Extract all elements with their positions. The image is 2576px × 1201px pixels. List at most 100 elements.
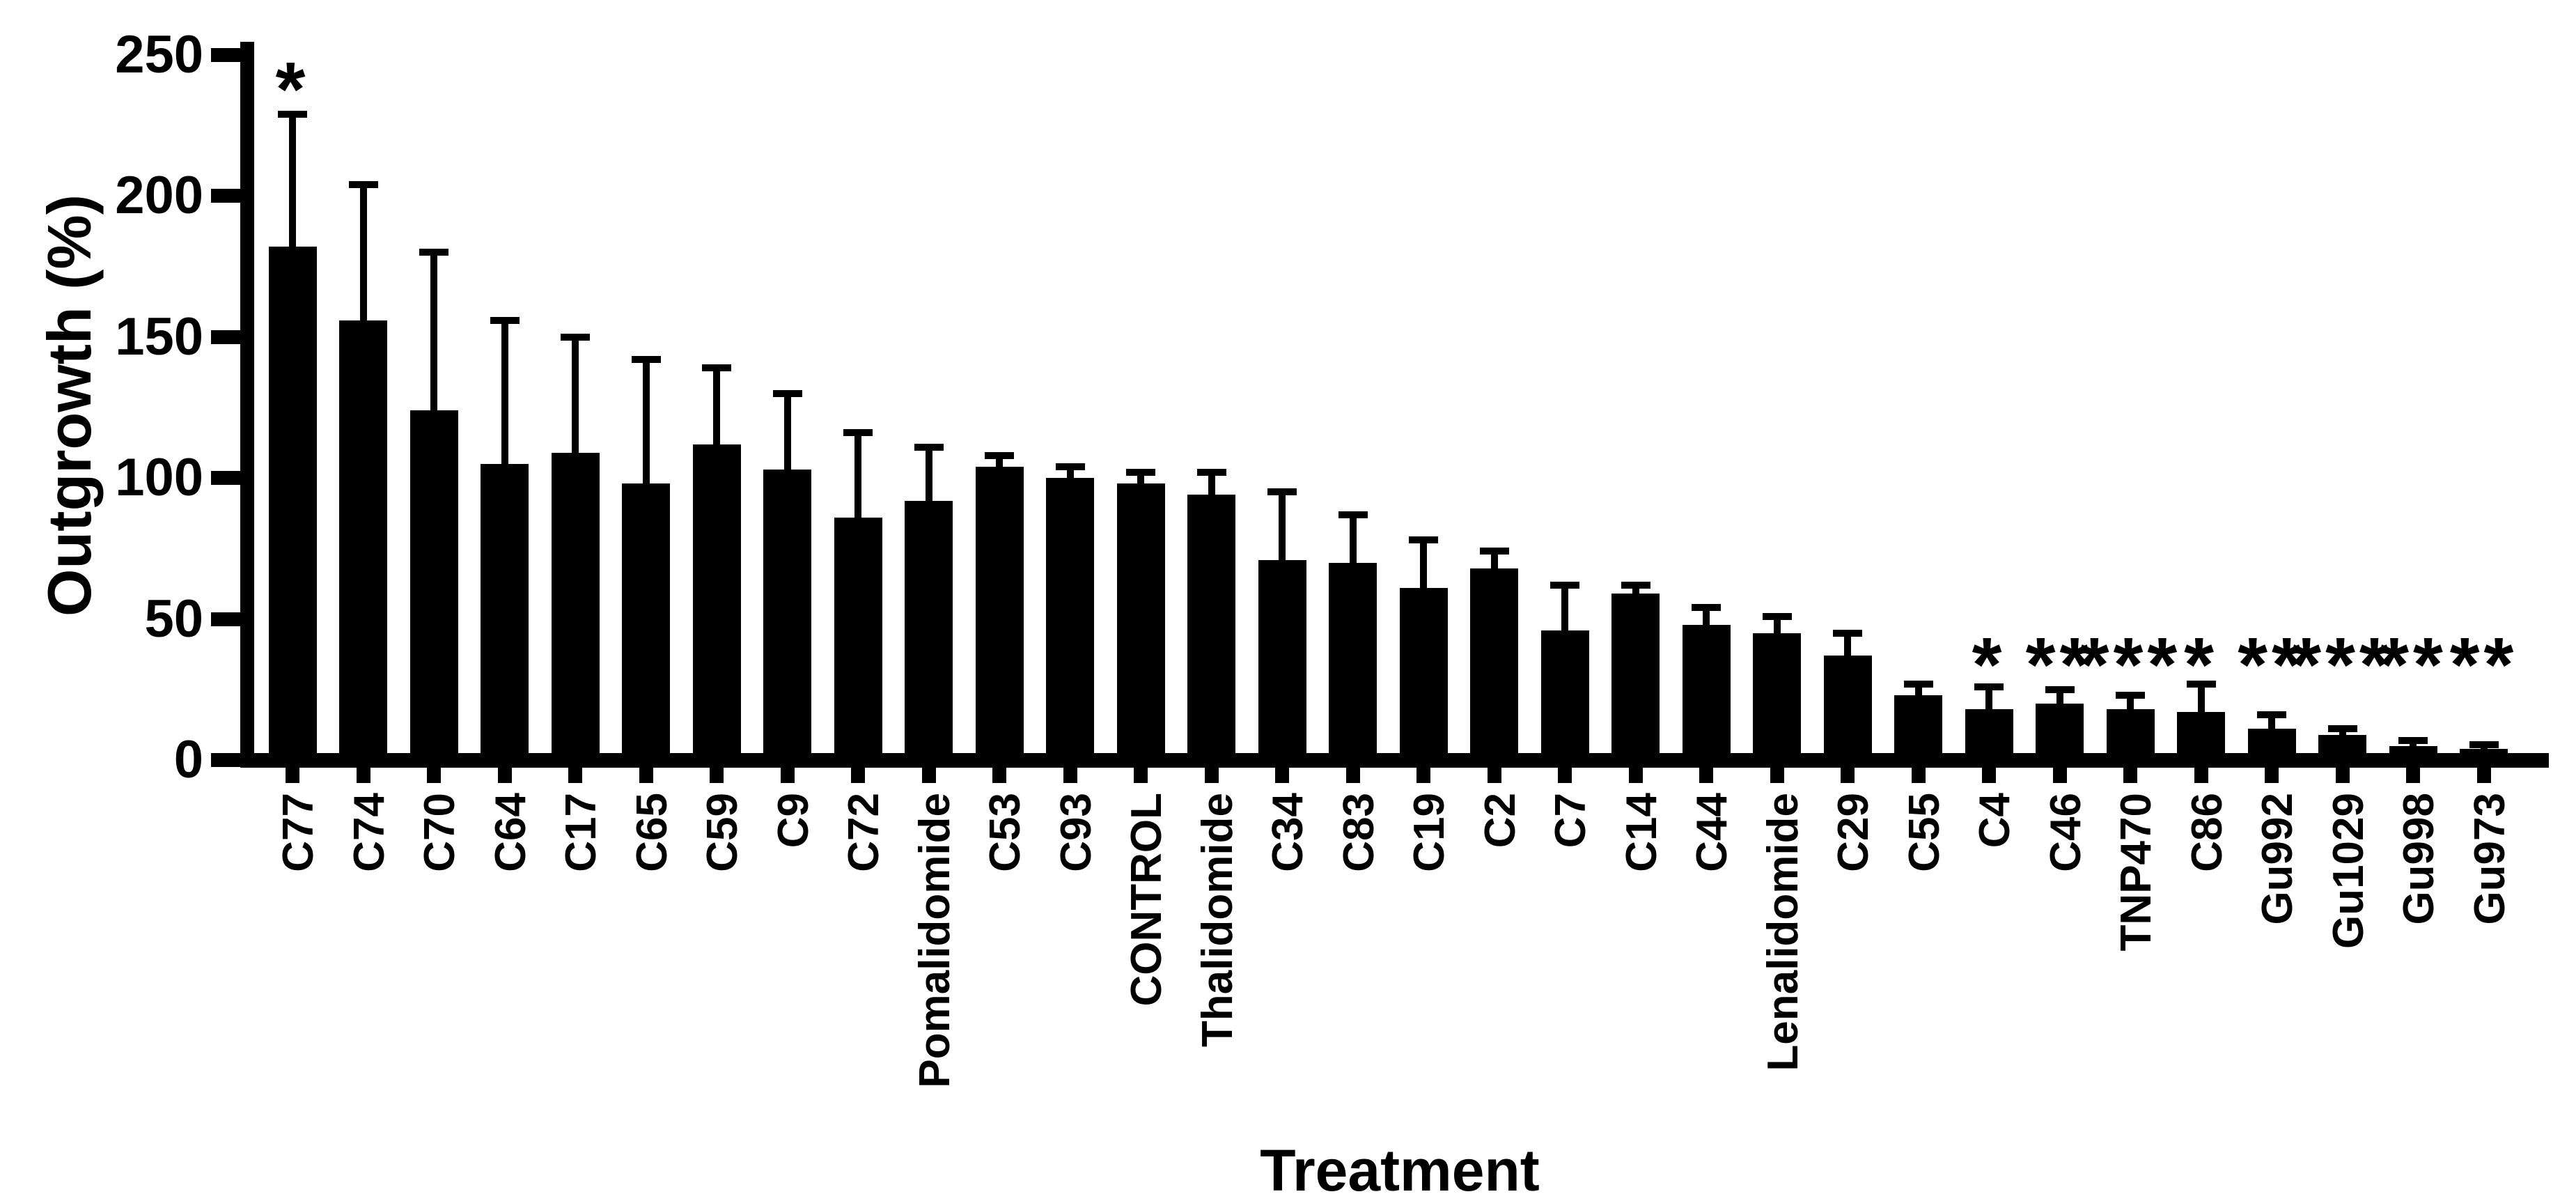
bar-Lenalidomide — [1753, 633, 1801, 768]
y-axis-spine — [240, 42, 254, 768]
x-category-label: C93 — [1052, 793, 1100, 872]
x-category-label: C4 — [1971, 793, 2019, 849]
x-tick — [497, 767, 512, 783]
x-tick — [1063, 767, 1077, 783]
error-bar-cap — [2327, 725, 2357, 733]
x-category-label: C55 — [1900, 793, 1949, 872]
bar-C29 — [1823, 656, 1872, 768]
significance-stars: *** — [2291, 622, 2394, 708]
significance-stars: ** — [2025, 622, 2094, 708]
x-tick — [2335, 767, 2350, 783]
error-bar-cap — [843, 429, 873, 437]
error-bar-cap — [561, 333, 590, 341]
x-tick — [1628, 767, 1643, 783]
y-tick — [211, 753, 240, 767]
x-category-label: Gu973 — [2465, 793, 2514, 925]
x-tick — [1487, 767, 1501, 783]
error-bar-cap — [1621, 582, 1650, 589]
x-category-label: C7 — [1547, 793, 1595, 849]
x-tick — [1982, 767, 1996, 783]
error-bar-cap — [985, 451, 1014, 459]
x-tick — [2476, 767, 2491, 783]
x-category-label: C70 — [416, 793, 464, 872]
x-tick — [1911, 767, 1926, 783]
x-tick — [356, 767, 370, 783]
y-tick-label: 0 — [173, 730, 203, 789]
x-tick — [639, 767, 653, 783]
x-category-label: C59 — [698, 793, 747, 872]
error-bar-cap — [1550, 582, 1579, 589]
bar-C55 — [1894, 695, 1942, 768]
bar-C34 — [1258, 559, 1306, 768]
bar-Gu973 — [2460, 748, 2508, 768]
error-bar-cap — [1833, 629, 1862, 637]
bar-C93 — [1046, 478, 1094, 768]
error-bar-cap — [278, 111, 307, 118]
y-tick — [211, 471, 240, 486]
x-tick — [286, 767, 299, 783]
x-tick — [1770, 767, 1784, 783]
y-tick-label: 200 — [115, 166, 203, 226]
error-bar-cap — [490, 316, 520, 324]
x-tick — [780, 767, 795, 783]
x-tick — [2052, 767, 2067, 783]
bar-CONTROL — [1116, 483, 1165, 768]
error-bar-cap — [1974, 683, 2004, 690]
bar-C59 — [692, 444, 741, 768]
x-category-label: C86 — [2183, 793, 2231, 872]
x-category-label: Gu998 — [2395, 793, 2443, 925]
error-bar-cap — [1196, 469, 1226, 476]
significance-stars: *** — [2079, 622, 2182, 708]
x-category-label: C46 — [2041, 793, 2090, 872]
error-bar-cap — [1903, 680, 1933, 688]
bar-Pomalidomide — [905, 500, 953, 768]
x-tick — [1204, 767, 1219, 783]
x-category-label: C74 — [345, 793, 393, 872]
x-tick — [710, 767, 724, 783]
x-category-label: Lenalidomide — [1758, 793, 1807, 1071]
error-bar-cap — [2257, 711, 2286, 719]
error-bar-cap — [419, 249, 448, 256]
bar-C53 — [975, 467, 1024, 768]
x-category-label: C17 — [557, 793, 605, 872]
bar-C65 — [622, 483, 670, 768]
bar-C86 — [2177, 712, 2225, 768]
bar-C17 — [551, 452, 600, 768]
x-category-label: C53 — [981, 793, 1029, 872]
bar-TNP470 — [2106, 709, 2155, 768]
y-tick-label: 50 — [144, 589, 203, 649]
bar-C4 — [1965, 709, 2013, 768]
x-category-label: C34 — [1264, 793, 1312, 872]
x-tick — [992, 767, 1006, 783]
bar-C2 — [1470, 568, 1518, 768]
x-category-label: Gu992 — [2254, 793, 2302, 925]
bar-C83 — [1329, 562, 1377, 768]
x-category-label: C9 — [769, 793, 818, 849]
x-category-label: C2 — [1476, 793, 1524, 849]
error-bar-cap — [348, 181, 378, 189]
y-tick-label: 150 — [115, 307, 203, 366]
bar-C70 — [409, 410, 458, 768]
x-tick — [427, 767, 441, 783]
y-tick — [211, 189, 240, 203]
significance-stars: * — [2184, 622, 2218, 708]
error-bar-cap — [1479, 548, 1509, 555]
x-tick — [1416, 767, 1430, 783]
bar-C77 — [268, 247, 317, 768]
y-tick-label: 100 — [115, 448, 203, 508]
x-category-label: Pomalidomide — [910, 793, 959, 1088]
x-tick — [1275, 767, 1289, 783]
x-category-label: C64 — [486, 793, 535, 872]
error-bar-cap — [1267, 488, 1297, 496]
x-tick — [921, 767, 936, 783]
x-tick — [1558, 767, 1572, 783]
bar-Gu1029 — [2318, 734, 2366, 768]
x-tick — [2194, 767, 2208, 783]
y-tick — [211, 612, 240, 626]
error-bar-cap — [2469, 741, 2499, 748]
bar-C14 — [1611, 594, 1660, 768]
y-tick — [211, 330, 240, 344]
y-tick-label: 250 — [115, 25, 203, 84]
error-bar-cap — [772, 389, 802, 397]
